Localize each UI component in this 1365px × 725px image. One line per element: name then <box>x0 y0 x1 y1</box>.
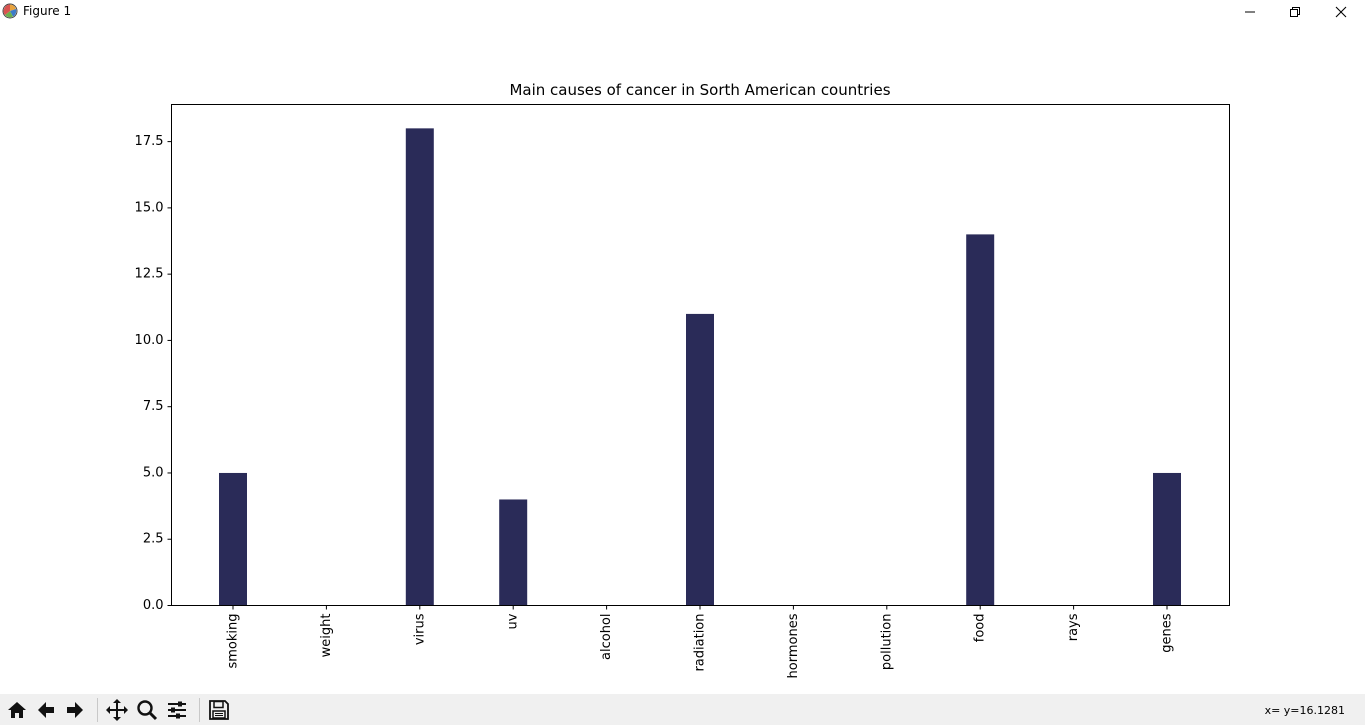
pan-icon <box>106 699 128 721</box>
zoom-icon <box>137 700 158 721</box>
save-icon <box>209 700 229 720</box>
close-button[interactable] <box>1318 0 1364 24</box>
minimize-icon <box>1245 11 1255 13</box>
figure-canvas[interactable]: Main causes of cancer in Sorth American … <box>0 24 1365 694</box>
bar-smoking <box>219 472 247 606</box>
y-tick-label: 15.0 <box>135 200 164 215</box>
back-button[interactable] <box>33 697 59 723</box>
x-tick-label-smoking: smoking <box>226 614 241 669</box>
x-tick-label-alcohol: alcohol <box>599 614 614 660</box>
forward-button[interactable] <box>62 697 88 723</box>
forward-arrow-icon <box>67 702 83 718</box>
x-tick-label-food: food <box>973 614 988 643</box>
pan-button[interactable] <box>104 697 130 723</box>
bar-uv <box>499 499 528 606</box>
toolbar-separator <box>97 698 98 722</box>
restore-icon <box>1290 7 1300 17</box>
window-titlebar: Figure 1 <box>0 0 1365 24</box>
x-tick-label-virus: virus <box>412 613 427 645</box>
x-tick-label-hormones: hormones <box>786 613 801 678</box>
y-tick-label: 10.0 <box>135 333 164 348</box>
cursor-coordinates: x= y=16.1281 <box>1264 704 1345 717</box>
x-tick-label-weight: weight <box>319 614 334 658</box>
bar-virus <box>405 128 434 606</box>
x-tick-label-uv: uv <box>506 613 521 629</box>
bar-radiation <box>686 313 714 606</box>
bar-chart: Main causes of cancer in Sorth American … <box>135 81 1230 678</box>
window-title: Figure 1 <box>23 4 72 18</box>
bar-food <box>966 234 995 606</box>
configure-subplots-icon <box>168 701 186 719</box>
bar-genes <box>1153 472 1181 606</box>
x-tick-label-genes: genes <box>1160 613 1175 652</box>
restore-button[interactable] <box>1272 0 1318 24</box>
save-button[interactable] <box>206 697 232 723</box>
navigation-toolbar: x= y=16.1281 <box>0 694 1365 725</box>
home-icon <box>8 702 26 718</box>
x-tick-label-radiation: radiation <box>693 614 708 672</box>
zoom-button[interactable] <box>134 697 160 723</box>
back-arrow-icon <box>38 702 54 718</box>
y-tick-label: 17.5 <box>135 134 164 149</box>
y-tick-label: 7.5 <box>143 399 164 414</box>
y-tick-label: 12.5 <box>135 267 164 282</box>
close-icon <box>1335 6 1347 18</box>
x-tick-label-pollution: pollution <box>879 614 894 671</box>
y-tick-label: 5.0 <box>143 465 164 480</box>
toolbar-separator <box>199 698 200 722</box>
home-button[interactable] <box>4 697 30 723</box>
chart-title: Main causes of cancer in Sorth American … <box>509 81 890 99</box>
configure-subplots-button[interactable] <box>164 697 190 723</box>
plot-area-frame <box>171 104 1230 606</box>
y-tick-label: 0.0 <box>143 598 164 613</box>
x-tick-label-rays: rays <box>1066 613 1081 641</box>
minimize-button[interactable] <box>1227 0 1273 24</box>
y-tick-label: 2.5 <box>143 532 164 547</box>
matplotlib-logo-icon <box>2 3 18 19</box>
